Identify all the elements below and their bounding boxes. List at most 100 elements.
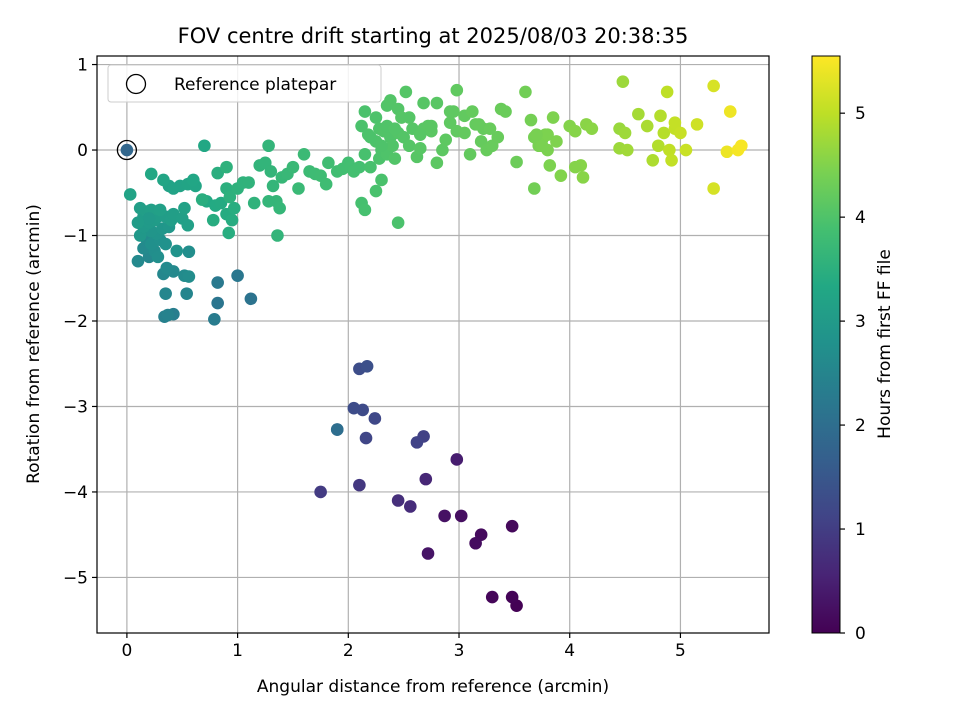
colorbar-tick-label: 5 (855, 104, 866, 124)
data-point (297, 148, 311, 161)
data-point (657, 126, 671, 140)
x-tick-label: 3 (454, 641, 465, 661)
data-point (618, 126, 632, 140)
data-point (399, 85, 413, 99)
chart-title: FOV centre drift starting at 2025/08/03 … (178, 24, 689, 48)
data-point (472, 118, 486, 131)
data-point (231, 269, 244, 282)
data-point (454, 509, 468, 523)
data-point (443, 116, 457, 129)
data-point (247, 196, 261, 210)
data-point (364, 160, 377, 174)
data-point (292, 182, 305, 195)
data-point (674, 126, 687, 140)
y-tick-label: −3 (63, 397, 88, 417)
data-point (159, 237, 172, 251)
y-tick-label: 0 (77, 141, 88, 161)
y-tick-label: −2 (63, 312, 88, 332)
data-point (242, 176, 255, 189)
data-point (568, 124, 582, 138)
data-point (491, 130, 505, 144)
data-point (723, 105, 737, 118)
data-point (391, 216, 405, 229)
data-point (546, 111, 560, 124)
data-point (353, 160, 366, 174)
x-tick-label: 4 (564, 641, 575, 661)
data-point (353, 478, 366, 492)
scatter-points (116, 75, 748, 612)
data-point (568, 160, 582, 174)
data-point (161, 308, 175, 322)
x-tick-label: 5 (675, 641, 686, 661)
data-point (585, 122, 599, 135)
data-point (322, 156, 335, 170)
data-point (159, 287, 172, 300)
data-point (430, 156, 444, 170)
colorbar: 0 1 2 3 4 5 Hours from first FF file (811, 55, 895, 644)
colorbar-label: Hours from first FF file (875, 249, 895, 439)
data-point (181, 218, 195, 232)
data-point (554, 169, 568, 182)
data-point (369, 184, 383, 198)
legend-box (107, 64, 382, 103)
data-point (438, 509, 451, 523)
x-axis-ticks: 0 1 2 3 4 5 (121, 633, 686, 661)
grid (97, 56, 769, 633)
data-point (402, 139, 416, 153)
x-axis-label: Angular distance from reference (arcmin) (257, 677, 609, 697)
data-point (271, 229, 284, 242)
data-point (527, 182, 541, 195)
colorbar-tick-label: 0 (855, 624, 866, 644)
y-tick-label: 1 (77, 56, 88, 76)
data-point (180, 287, 193, 300)
data-point (220, 160, 233, 174)
data-point (410, 436, 424, 449)
data-point (651, 139, 665, 153)
data-point (178, 201, 191, 215)
data-point (443, 105, 457, 118)
data-point (160, 261, 174, 275)
data-point (404, 500, 417, 513)
data-point (668, 116, 682, 129)
data-point (543, 159, 557, 172)
data-point (244, 292, 258, 306)
colorbar-tick-label: 4 (855, 208, 866, 228)
data-point (142, 212, 156, 225)
colorbar-tick-label: 3 (855, 312, 866, 332)
data-point (646, 153, 660, 167)
colorbar-tick-label: 1 (855, 520, 866, 540)
data-point (131, 254, 145, 268)
data-point (208, 312, 221, 326)
legend-entry: Reference platepar (174, 75, 336, 95)
data-point (286, 160, 300, 174)
data-point (347, 401, 361, 415)
data-point (361, 128, 375, 141)
y-axis-label: Rotation from reference (arcmin) (24, 204, 44, 484)
data-point (227, 201, 241, 215)
legend: Reference platepar (107, 64, 382, 103)
y-tick-label: −5 (63, 568, 88, 588)
data-point (679, 143, 693, 157)
data-point (195, 193, 209, 206)
data-point (262, 195, 275, 208)
data-point (430, 96, 444, 110)
data-point (620, 143, 634, 157)
data-point (707, 182, 720, 195)
data-point (266, 179, 280, 193)
data-point (264, 165, 278, 178)
data-point (187, 173, 200, 187)
data-point (359, 431, 373, 445)
data-point (510, 155, 523, 169)
colorbar-tick-label: 2 (855, 416, 866, 436)
data-point (170, 244, 184, 258)
data-point (358, 203, 372, 217)
data-point (707, 79, 720, 93)
data-point (368, 412, 382, 425)
data-point (535, 139, 549, 153)
data-point (225, 213, 239, 227)
data-point (660, 85, 674, 99)
data-point (735, 139, 748, 153)
x-tick-label: 2 (343, 641, 354, 661)
data-point (182, 270, 196, 283)
